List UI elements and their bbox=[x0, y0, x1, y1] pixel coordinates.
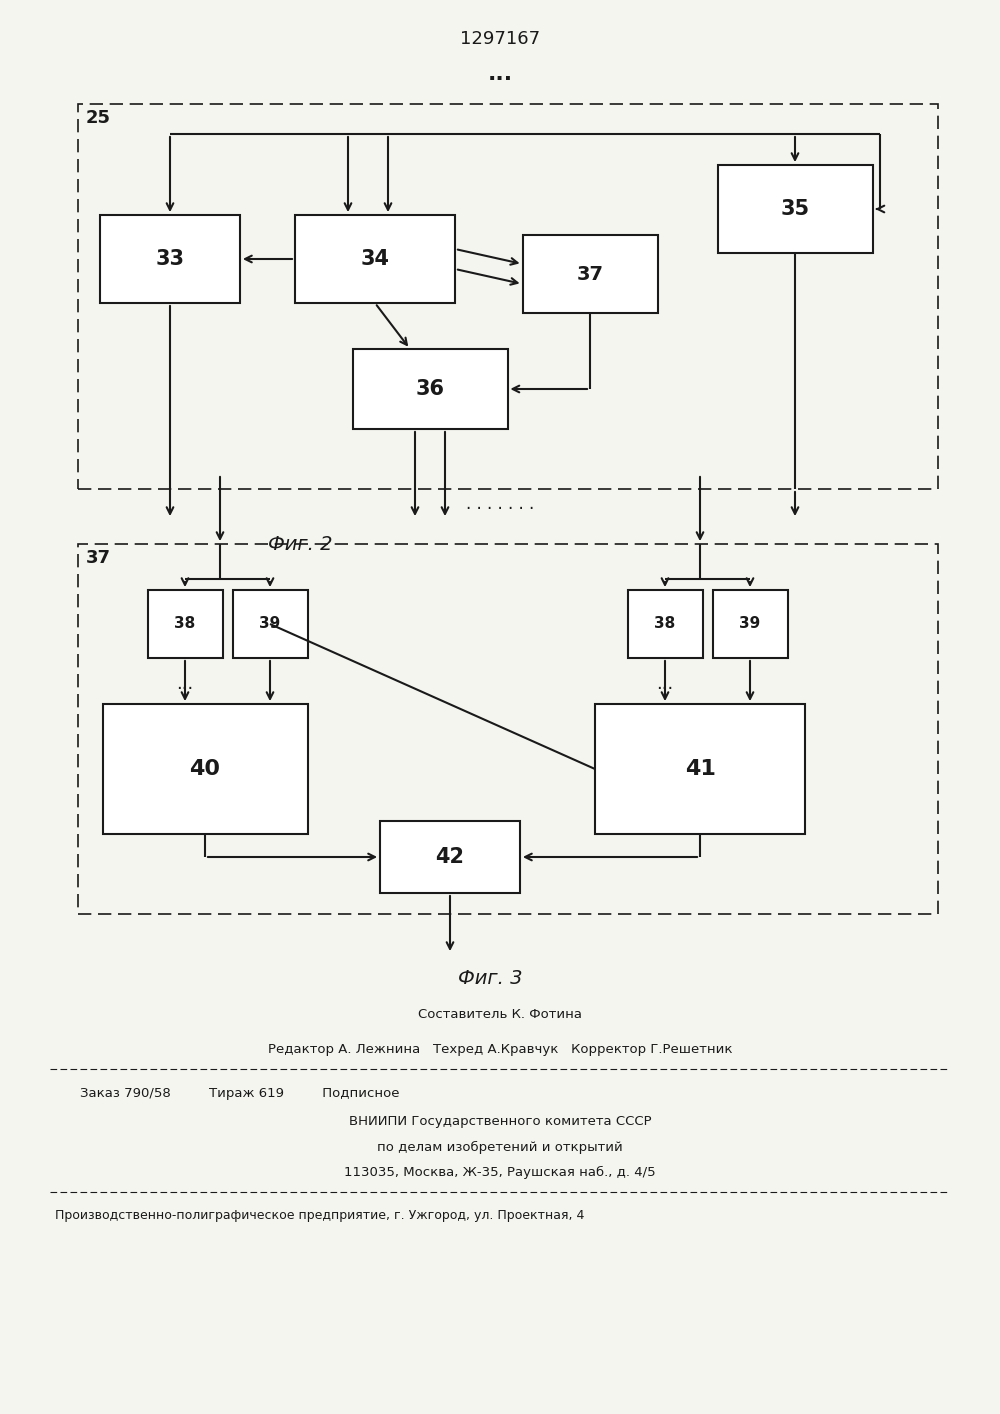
Text: по делам изобретений и открытий: по делам изобретений и открытий bbox=[377, 1141, 623, 1154]
Text: 37: 37 bbox=[86, 549, 111, 567]
Text: ...: ... bbox=[176, 674, 194, 693]
Text: 41: 41 bbox=[685, 759, 715, 779]
Bar bbox=[100, 215, 240, 303]
Bar bbox=[628, 590, 702, 658]
Bar bbox=[78, 544, 938, 913]
Text: Заказ 790/58         Тираж 619         Подписное: Заказ 790/58 Тираж 619 Подписное bbox=[80, 1087, 400, 1100]
Text: 37: 37 bbox=[576, 264, 604, 283]
Text: 33: 33 bbox=[156, 249, 184, 269]
Text: Редактор А. Лежнина   Техред А.Кравчук   Корректор Г.Решетник: Редактор А. Лежнина Техред А.Кравчук Кор… bbox=[268, 1042, 732, 1055]
Text: ВНИИПИ Государственного комитета СССР: ВНИИПИ Государственного комитета СССР bbox=[349, 1116, 651, 1128]
Text: Фиг. 3: Фиг. 3 bbox=[458, 970, 522, 988]
Text: 113035, Москва, Ж-35, Раушская наб., д. 4/5: 113035, Москва, Ж-35, Раушская наб., д. … bbox=[344, 1165, 656, 1178]
Bar bbox=[352, 349, 508, 428]
Text: 42: 42 bbox=[436, 847, 464, 867]
Text: 34: 34 bbox=[360, 249, 390, 269]
Bar bbox=[595, 704, 805, 834]
Text: 39: 39 bbox=[259, 617, 281, 632]
Text: 25: 25 bbox=[86, 109, 111, 127]
Bar bbox=[718, 165, 872, 253]
Text: ...: ... bbox=[656, 674, 674, 693]
Bar bbox=[380, 822, 520, 894]
Text: ...: ... bbox=[487, 64, 513, 83]
Text: 38: 38 bbox=[654, 617, 676, 632]
Bar bbox=[295, 215, 455, 303]
Text: Составитель К. Фотина: Составитель К. Фотина bbox=[418, 1008, 582, 1021]
Text: Производственно-полиграфическое предприятие, г. Ужгород, ул. Проектная, 4: Производственно-полиграфическое предприя… bbox=[55, 1209, 584, 1223]
Text: 40: 40 bbox=[190, 759, 220, 779]
Bar bbox=[232, 590, 308, 658]
Text: 38: 38 bbox=[174, 617, 196, 632]
Text: Фиг. 2: Фиг. 2 bbox=[268, 534, 332, 553]
Text: 39: 39 bbox=[739, 617, 761, 632]
Bar bbox=[522, 235, 658, 312]
Text: 1297167: 1297167 bbox=[460, 30, 540, 48]
Bar bbox=[148, 590, 222, 658]
Bar bbox=[78, 105, 938, 489]
Text: 35: 35 bbox=[780, 199, 810, 219]
Text: . . . . . . .: . . . . . . . bbox=[466, 495, 534, 513]
Bar bbox=[712, 590, 788, 658]
Bar bbox=[103, 704, 308, 834]
Text: 36: 36 bbox=[416, 379, 444, 399]
